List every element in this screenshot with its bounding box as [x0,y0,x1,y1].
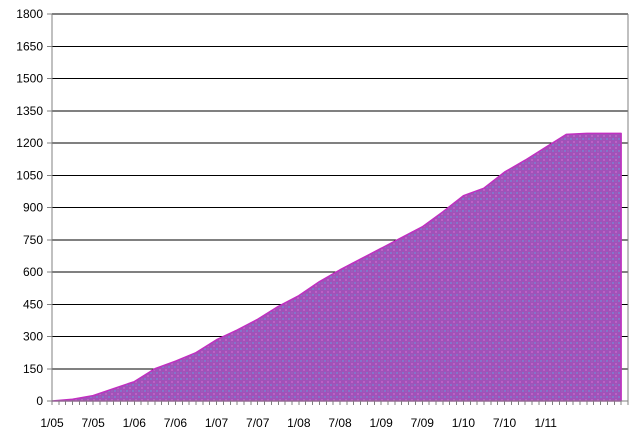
x-tick-label: 7/07 [246,416,270,430]
x-tick-labels: 1/05 7/05 1/06 7/06 1/07 7/07 1/08 7/08 1/09 7/09… [40,401,629,430]
y-tick-label: 150 [23,362,43,376]
y-tick-label: 450 [23,297,43,311]
y-tick-label: 1500 [16,72,43,86]
x-tick-label: 1/09 [369,416,393,430]
area-series-0 [51,132,622,402]
y-tick-label: 0 [36,394,43,408]
x-tick-label: 7/06 [164,416,188,430]
y-tick-label: 900 [23,201,43,215]
y-tick-labels: 0 150 300 450 600 750 900 1050 1200 1350 1500 1650 1… [16,7,43,408]
x-tick-label: 7/08 [328,416,352,430]
x-tick-label: 1/10 [452,416,476,430]
x-tick-label: 1/08 [287,416,311,430]
x-tick-label: 7/10 [493,416,517,430]
x-tick-label: 1/07 [205,416,229,430]
y-tick-label: 750 [23,233,43,247]
x-tick-label: 7/09 [411,416,435,430]
y-tick-label: 1650 [16,39,43,53]
y-tick-label: 600 [23,265,43,279]
x-tick-label: 1/05 [40,416,64,430]
series-area [51,132,622,402]
y-tick-label: 1350 [16,104,43,118]
y-tick-label: 1200 [16,136,43,150]
x-tick-label: 1/06 [123,416,147,430]
y-tick-label: 1800 [16,7,43,21]
x-tick-label: 1/11 [534,416,557,430]
y-tick-label: 300 [23,330,43,344]
y-tick-label: 1050 [16,168,43,182]
x-tick-label: 7/05 [81,416,105,430]
